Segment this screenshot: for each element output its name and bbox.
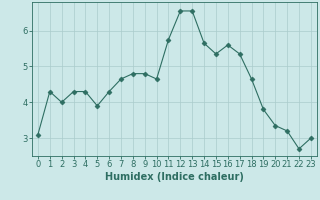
- X-axis label: Humidex (Indice chaleur): Humidex (Indice chaleur): [105, 172, 244, 182]
